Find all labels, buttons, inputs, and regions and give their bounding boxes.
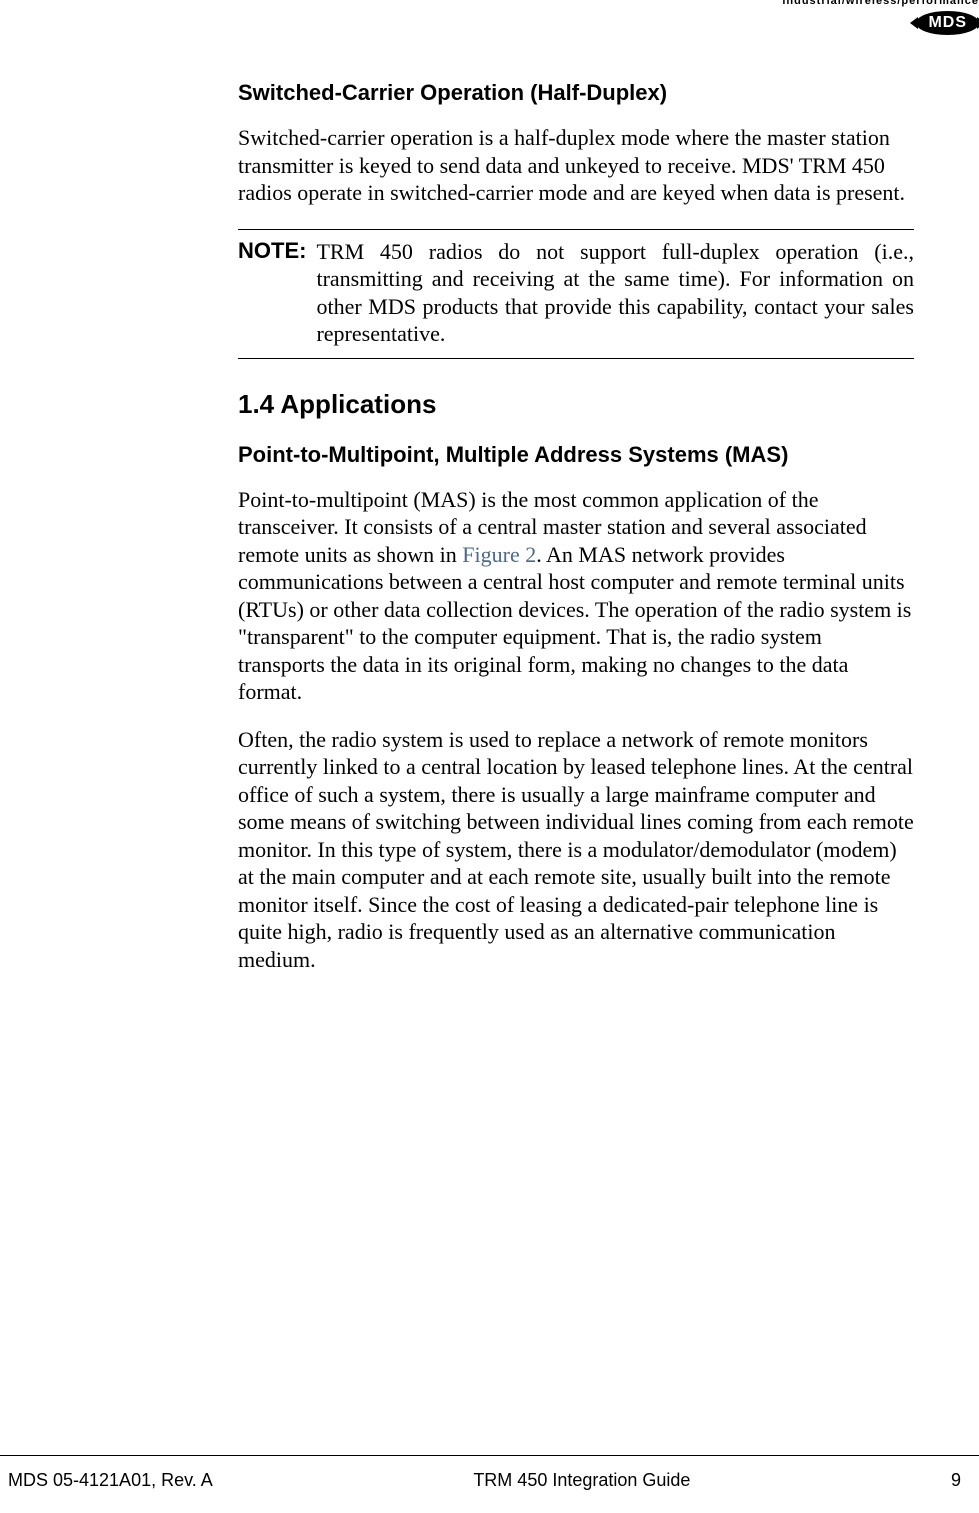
logo-brand-text: MDS bbox=[928, 14, 967, 31]
para-switched-carrier: Switched-carrier operation is a half-dup… bbox=[238, 124, 914, 207]
para-mas-2: Often, the radio system is used to repla… bbox=[238, 726, 914, 974]
logo-badge: MDS bbox=[916, 11, 979, 35]
para-mas-1: Point-to-multipoint (MAS) is the most co… bbox=[238, 486, 914, 706]
footer-doc-id: MDS 05-4121A01, Rev. A bbox=[0, 1470, 213, 1491]
logo-tagline: industrial/wireless/performance bbox=[782, 0, 979, 7]
note-block: NOTE: TRM 450 radios do not support full… bbox=[238, 229, 914, 359]
note-text: TRM 450 radios do not support full-duple… bbox=[316, 238, 914, 348]
note-label: NOTE: bbox=[238, 238, 316, 348]
footer-page-number: 9 bbox=[951, 1470, 979, 1491]
page-content: Switched-Carrier Operation (Half-Duplex)… bbox=[238, 80, 914, 993]
footer-doc-title: TRM 450 Integration Guide bbox=[213, 1470, 951, 1491]
brand-logo: industrial/wireless/performance MDS bbox=[782, 0, 979, 35]
heading-switched-carrier: Switched-Carrier Operation (Half-Duplex) bbox=[238, 80, 914, 106]
figure-2-reference[interactable]: Figure 2 bbox=[462, 542, 536, 567]
subheading-mas: Point-to-Multipoint, Multiple Address Sy… bbox=[238, 442, 914, 468]
heading-applications: 1.4 Applications bbox=[238, 389, 914, 420]
page-footer: MDS 05-4121A01, Rev. A TRM 450 Integrati… bbox=[0, 1455, 979, 1491]
